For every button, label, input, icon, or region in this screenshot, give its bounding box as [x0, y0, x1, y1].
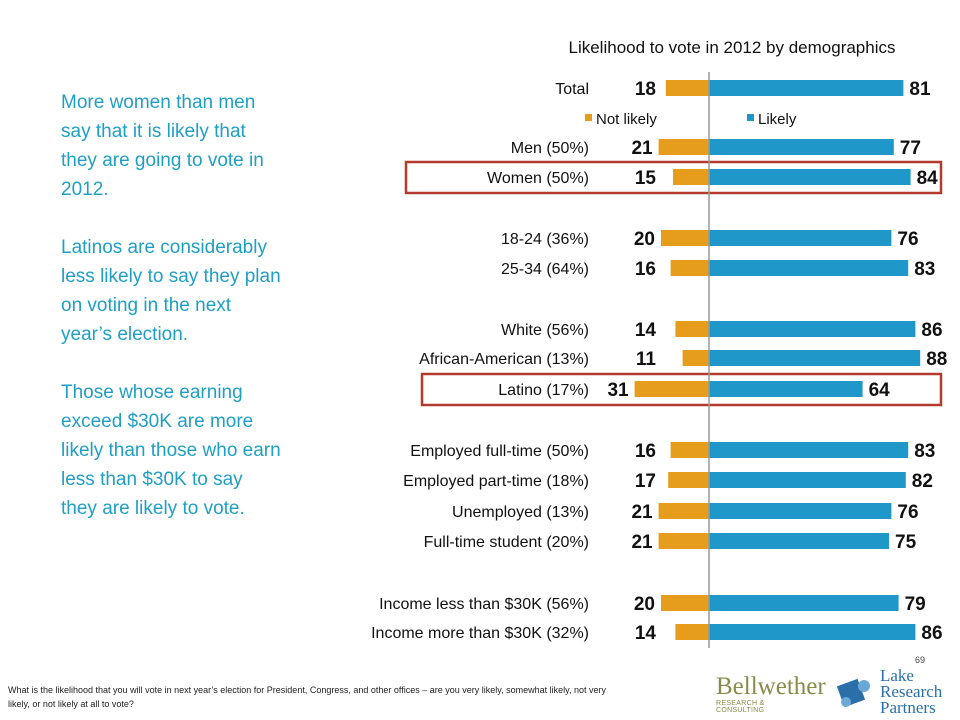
not-likely-value-label: 15	[635, 168, 657, 189]
category-label: Unemployed (13%)	[452, 504, 589, 521]
likely-bar	[709, 624, 916, 640]
legend-swatch-likely	[747, 114, 754, 121]
likely-value-label: 75	[895, 532, 917, 553]
category-label: Total	[555, 81, 589, 98]
commentary-latinos: Latinos are considerably less likely to …	[61, 237, 281, 345]
not-likely-value-label: 14	[635, 623, 657, 644]
legend-label-not-likely: Not likely	[596, 111, 657, 128]
not-likely-value-label: 20	[634, 594, 655, 615]
not-likely-bar	[658, 139, 709, 155]
not-likely-value-label: 16	[635, 259, 656, 280]
puzzle-icon	[836, 678, 870, 708]
legend-swatch-not-likely	[585, 114, 592, 121]
category-label: Employed full-time (50%)	[410, 443, 589, 460]
not-likely-value-label: 14	[635, 320, 657, 341]
category-label: 25-34 (64%)	[501, 261, 589, 278]
likely-bar	[709, 139, 894, 155]
likely-value-label: 84	[917, 168, 939, 189]
not-likely-bar	[634, 381, 709, 397]
not-likely-bar	[665, 80, 709, 96]
likely-value-label: 86	[921, 320, 942, 341]
likely-bar	[709, 595, 899, 611]
not-likely-value-label: 20	[634, 229, 655, 250]
not-likely-bar	[658, 503, 709, 519]
likely-value-label: 83	[914, 259, 935, 280]
survey-question-footnote: What is the likelihood that you will vot…	[8, 685, 606, 709]
category-label: 18-24 (36%)	[501, 231, 589, 248]
commentary-income: Those whose earning exceed $30K are more…	[61, 382, 281, 519]
likely-value-label: 83	[914, 441, 935, 462]
category-label: African-American (13%)	[419, 351, 589, 368]
not-likely-value-label: 16	[635, 441, 656, 462]
likely-bar	[709, 442, 909, 458]
bellwether-logo: Bellwether RESEARCH & CONSULTING	[716, 673, 826, 715]
commentary-women: More women than men say that it is likel…	[61, 92, 264, 200]
category-label: Income less than $30K (56%)	[379, 596, 589, 613]
sidebar-commentary: More women than men say that it is likel…	[61, 88, 281, 523]
likely-bar	[709, 503, 892, 519]
likely-value-label: 77	[900, 138, 921, 159]
not-likely-value-label: 11	[636, 349, 657, 370]
chart-title: Likelihood to vote in 2012 by demographi…	[569, 38, 896, 57]
not-likely-bar	[675, 321, 709, 337]
not-likely-value-label: 31	[607, 380, 629, 401]
bellwether-logo-sub: RESEARCH & CONSULTING	[716, 700, 765, 714]
likely-value-label: 81	[909, 79, 931, 100]
not-likely-value-label: 21	[631, 532, 653, 553]
likely-value-label: 76	[897, 229, 918, 250]
not-likely-value-label: 21	[631, 502, 653, 523]
category-label: Income more than $30K (32%)	[371, 625, 589, 642]
highlight-box	[404, 160, 943, 195]
not-likely-value-label: 21	[631, 138, 653, 159]
bellwether-logo-name: Bellwether	[716, 673, 826, 700]
likely-bar	[709, 472, 906, 488]
likely-value-label: 64	[869, 380, 891, 401]
likely-value-label: 82	[912, 471, 933, 492]
not-likely-bar	[670, 442, 709, 458]
not-likely-bar	[661, 595, 709, 611]
legend-label-likely: Likely	[758, 111, 797, 128]
not-likely-bar	[682, 350, 709, 366]
not-likely-value-label: 17	[635, 471, 656, 492]
likely-bar	[709, 80, 904, 96]
likely-bar	[709, 381, 863, 397]
likely-bar	[709, 230, 892, 246]
category-label: Employed part-time (18%)	[403, 473, 589, 490]
not-likely-bar	[661, 230, 709, 246]
category-label: Latino (17%)	[498, 382, 589, 399]
likely-value-label: 88	[926, 349, 947, 370]
category-label: White (56%)	[501, 322, 589, 339]
likely-value-label: 76	[897, 502, 918, 523]
not-likely-bar	[668, 472, 709, 488]
page-number: 69	[915, 655, 926, 665]
category-label: Women (50%)	[487, 170, 589, 187]
highlight-box	[420, 372, 943, 407]
likely-bar	[709, 533, 889, 549]
category-label: Full-time student (20%)	[424, 534, 589, 551]
likely-bar	[709, 169, 911, 185]
not-likely-bar	[673, 169, 709, 185]
likely-value-label: 86	[921, 623, 942, 644]
not-likely-bar	[675, 624, 709, 640]
likely-bar	[709, 321, 916, 337]
category-label: Men (50%)	[511, 140, 589, 157]
demographics-bar-chart: Likelihood to vote in 2012 by demographi…	[371, 38, 947, 648]
not-likely-value-label: 18	[635, 79, 656, 100]
not-likely-bar	[670, 260, 709, 276]
likely-value-label: 79	[905, 594, 926, 615]
likely-bar	[709, 260, 909, 276]
lake-research-logo: Lake Research Partners	[836, 666, 956, 717]
lake-research-logo-name: Lake Research Partners	[880, 666, 943, 717]
not-likely-bar	[658, 533, 709, 549]
likely-bar	[709, 350, 921, 366]
